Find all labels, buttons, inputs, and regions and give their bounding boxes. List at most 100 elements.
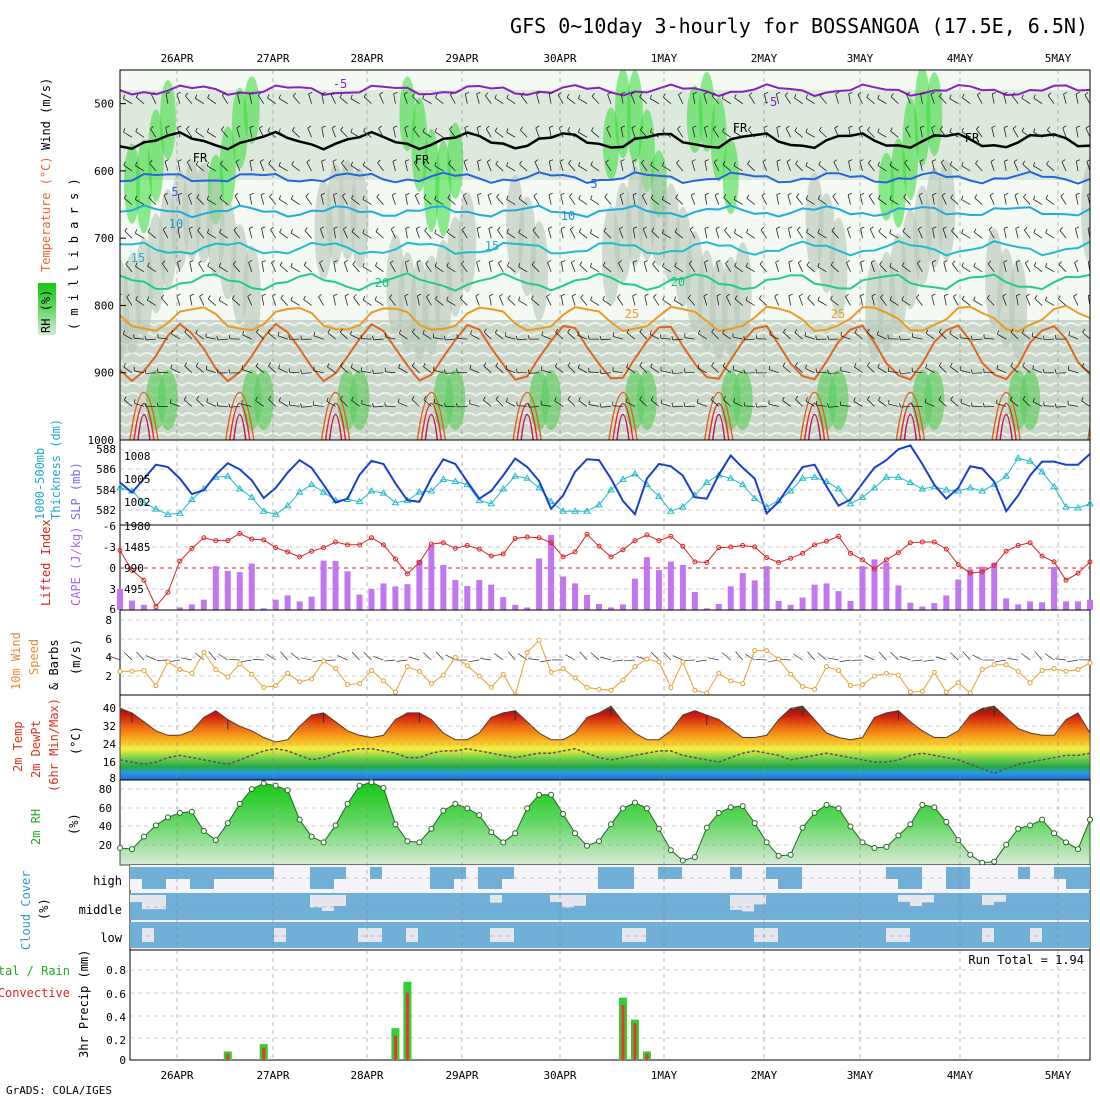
wind10-point xyxy=(717,671,721,675)
cloud-high-bar xyxy=(214,867,226,879)
wind-barb xyxy=(1056,373,1066,374)
wind10-point xyxy=(166,660,170,664)
credit: GrADS: COLA/IGES xyxy=(6,1084,112,1097)
cape-bar xyxy=(728,586,734,610)
temp2m-label: 2m Temp xyxy=(11,721,25,772)
cloud-level-high: high xyxy=(93,874,122,888)
cloud-high-bar xyxy=(262,867,274,879)
rh2m-point xyxy=(1004,842,1009,847)
cloud-low-gap xyxy=(898,928,910,942)
precip-axis: 0.8 0.6 0.4 0.2 0 xyxy=(106,964,126,1067)
wind10-label: Speed xyxy=(27,639,41,675)
wind10-point xyxy=(226,675,230,679)
isotherm-label: 5 xyxy=(171,185,178,199)
rh2m-point xyxy=(153,823,158,828)
cape-bar xyxy=(416,560,422,610)
cape-bar xyxy=(249,564,255,610)
cloud-middle-gap xyxy=(910,895,922,906)
wind10-point xyxy=(681,660,685,664)
rh2m-point xyxy=(944,819,949,824)
top-date-label: 4MAY xyxy=(947,52,974,65)
isotherm-label: 20 xyxy=(671,275,685,289)
rh2m-point xyxy=(393,822,398,827)
rh2m-point xyxy=(800,825,805,830)
wind10-axis: 8 6 4 2 xyxy=(105,614,112,683)
cape-bar xyxy=(943,595,949,610)
rh2m-point xyxy=(884,844,889,849)
cape-panel: -6 -3 0 3 6 1980 1485 990 495 Lifted Ind… xyxy=(39,519,1093,616)
rh2m-point xyxy=(213,838,218,843)
cape-bar xyxy=(979,567,985,610)
cloud-label: (%) xyxy=(37,898,51,920)
rh2m-label: 2m RH xyxy=(29,809,43,845)
cape-bar xyxy=(548,535,554,610)
precip-panel: Run Total = 1.94 0.8 0.6 0.4 0.2 0 Total… xyxy=(0,950,1090,1067)
cape-bar xyxy=(644,557,650,610)
temp2m-label: 2m DewPt xyxy=(29,720,43,778)
bottom-date-label: 28APR xyxy=(350,1069,383,1082)
wind10-point xyxy=(848,684,852,688)
slp-tick: 1002 xyxy=(124,496,151,509)
rh2m-point xyxy=(597,839,602,844)
cape-bar xyxy=(692,592,698,610)
wind-barb-flag xyxy=(113,396,115,399)
cloud-level-middle: middle xyxy=(79,903,122,917)
cloud-low-gap xyxy=(406,928,418,942)
wind10-point xyxy=(633,665,637,669)
cape-bar xyxy=(464,586,470,610)
rh2m-point xyxy=(872,846,877,851)
wind10-point xyxy=(801,685,805,689)
rh2m-tick: 80 xyxy=(99,783,112,796)
wind-barb xyxy=(116,229,120,238)
wind10-point xyxy=(765,649,769,653)
wind10-tick: 8 xyxy=(105,614,112,627)
rh2m-point xyxy=(1088,817,1093,822)
slp-tick: 1008 xyxy=(124,450,151,463)
isotherm-label: FR xyxy=(415,153,430,167)
li-axis: -6 -3 0 3 6 xyxy=(103,520,116,616)
precip-convective-bar xyxy=(226,1054,229,1060)
cloud-middle-gap xyxy=(322,895,334,911)
cloud-low-gap xyxy=(370,928,382,942)
cape-bar xyxy=(1027,601,1033,610)
cape-bar xyxy=(189,604,195,610)
wind10-point xyxy=(118,669,122,673)
rh2m-point xyxy=(728,805,733,810)
rh2m-point xyxy=(525,806,530,811)
wind-barb-flag xyxy=(114,160,117,163)
rh2m-point xyxy=(345,801,350,806)
rh2m-point xyxy=(740,804,745,809)
wind10-frame xyxy=(120,610,1090,695)
cloud-high-bar xyxy=(250,867,262,879)
rh2m-point xyxy=(848,824,853,829)
wind-barb xyxy=(115,196,120,205)
rh2m-point xyxy=(357,783,362,788)
wind10-point xyxy=(789,672,793,676)
wind-barb-flag xyxy=(289,368,290,372)
rh-blob xyxy=(350,370,370,430)
cape-bar xyxy=(285,595,291,610)
wind10-panel: 8 6 4 2 10m Wind Speed & Barbs (m/s) xyxy=(9,610,1092,697)
wind10-label: (m/s) xyxy=(69,639,83,675)
rh2m-point xyxy=(788,852,793,857)
cloud-high-bar xyxy=(166,867,178,879)
cape-bar xyxy=(392,586,398,610)
wind10-point xyxy=(1064,669,1068,673)
top-date-label: 5MAY xyxy=(1045,52,1072,65)
cloud-middle-gap xyxy=(574,895,586,906)
wind10-point xyxy=(920,689,924,693)
wind-barb-flag xyxy=(229,335,230,339)
cape-bar xyxy=(620,604,626,610)
cape-bar xyxy=(656,570,662,610)
wind10-point xyxy=(609,688,613,692)
li-tick: -6 xyxy=(103,520,116,533)
top-date-label: 3MAY xyxy=(847,52,874,65)
wind-barb-flag xyxy=(157,368,158,372)
wind10-point xyxy=(980,668,984,672)
bottom-date-label: 2MAY xyxy=(751,1069,778,1082)
rh2m-point xyxy=(249,787,254,792)
li-tick: 0 xyxy=(109,562,116,575)
bottom-date-label: 29APR xyxy=(445,1069,478,1082)
cape-bar xyxy=(357,595,363,610)
wind-barb-flag xyxy=(206,366,207,370)
